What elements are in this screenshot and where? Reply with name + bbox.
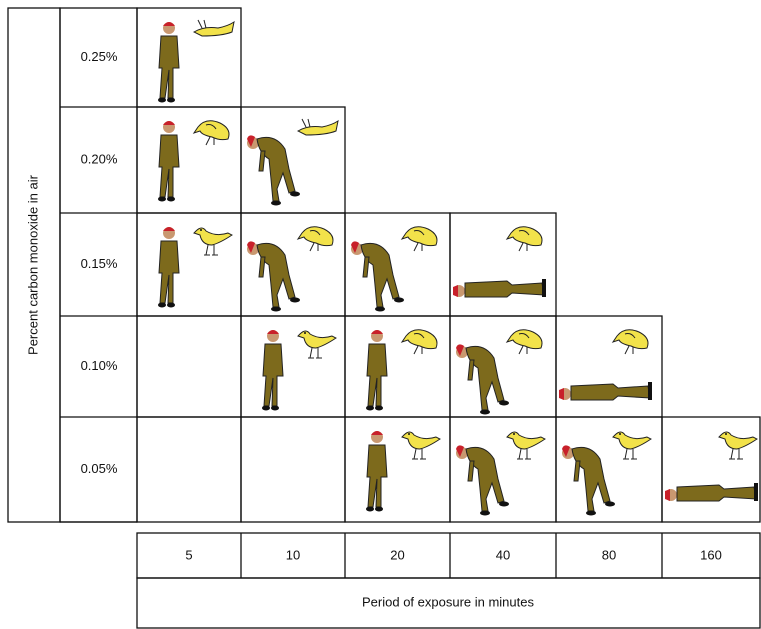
man-lie (664, 482, 759, 502)
man-stand (261, 329, 284, 411)
cell (661, 416, 761, 523)
man-bent (246, 134, 301, 206)
man-stand (157, 21, 180, 103)
man-lie (452, 278, 547, 298)
bird-stand (718, 431, 758, 460)
cell (240, 315, 346, 418)
man-stand (365, 329, 388, 411)
bird-hunch (506, 226, 543, 252)
column-label: 10 (286, 547, 300, 562)
bird-stand (612, 431, 652, 460)
bird-stand (297, 330, 337, 359)
cell (449, 212, 557, 317)
column-label: 5 (185, 547, 192, 562)
column-label: 40 (496, 547, 510, 562)
bird-hunch (401, 329, 438, 355)
bird-dead (297, 118, 339, 136)
man-stand (365, 430, 388, 512)
man-bent (455, 444, 510, 516)
row-label: 0.10% (81, 358, 118, 373)
cell (136, 315, 242, 418)
bird-dead (193, 19, 235, 37)
column-label-row (136, 532, 761, 579)
man-bent (455, 343, 510, 415)
man-stand (157, 226, 180, 308)
cell (136, 212, 242, 317)
cell (136, 7, 242, 108)
row-label: 0.15% (81, 256, 118, 271)
row-label: 0.20% (81, 151, 118, 166)
man-bent (350, 240, 405, 312)
x-axis-box (136, 577, 761, 629)
man-bent (246, 240, 301, 312)
bird-hunch (193, 120, 230, 146)
y-axis-label: Percent carbon monoxide in air (25, 174, 40, 355)
row-label: 0.25% (81, 49, 118, 64)
bird-hunch (612, 329, 649, 355)
column-label: 20 (390, 547, 404, 562)
man-stand (157, 120, 180, 202)
row-label: 0.05% (81, 461, 118, 476)
column-label: 80 (602, 547, 616, 562)
cell (240, 416, 346, 523)
cell (344, 315, 451, 418)
cell (136, 416, 242, 523)
bird-stand (401, 431, 441, 460)
bird-hunch (401, 226, 438, 252)
x-axis-label: Period of exposure in minutes (362, 594, 534, 609)
bird-hunch (506, 329, 543, 355)
cell (136, 106, 242, 214)
bird-stand (193, 227, 233, 256)
cell (555, 315, 663, 418)
column-label: 160 (700, 547, 722, 562)
cell (240, 106, 346, 214)
bird-hunch (297, 226, 334, 252)
man-bent (561, 444, 616, 516)
man-lie (558, 381, 653, 401)
cell (344, 416, 451, 523)
bird-stand (506, 431, 546, 460)
